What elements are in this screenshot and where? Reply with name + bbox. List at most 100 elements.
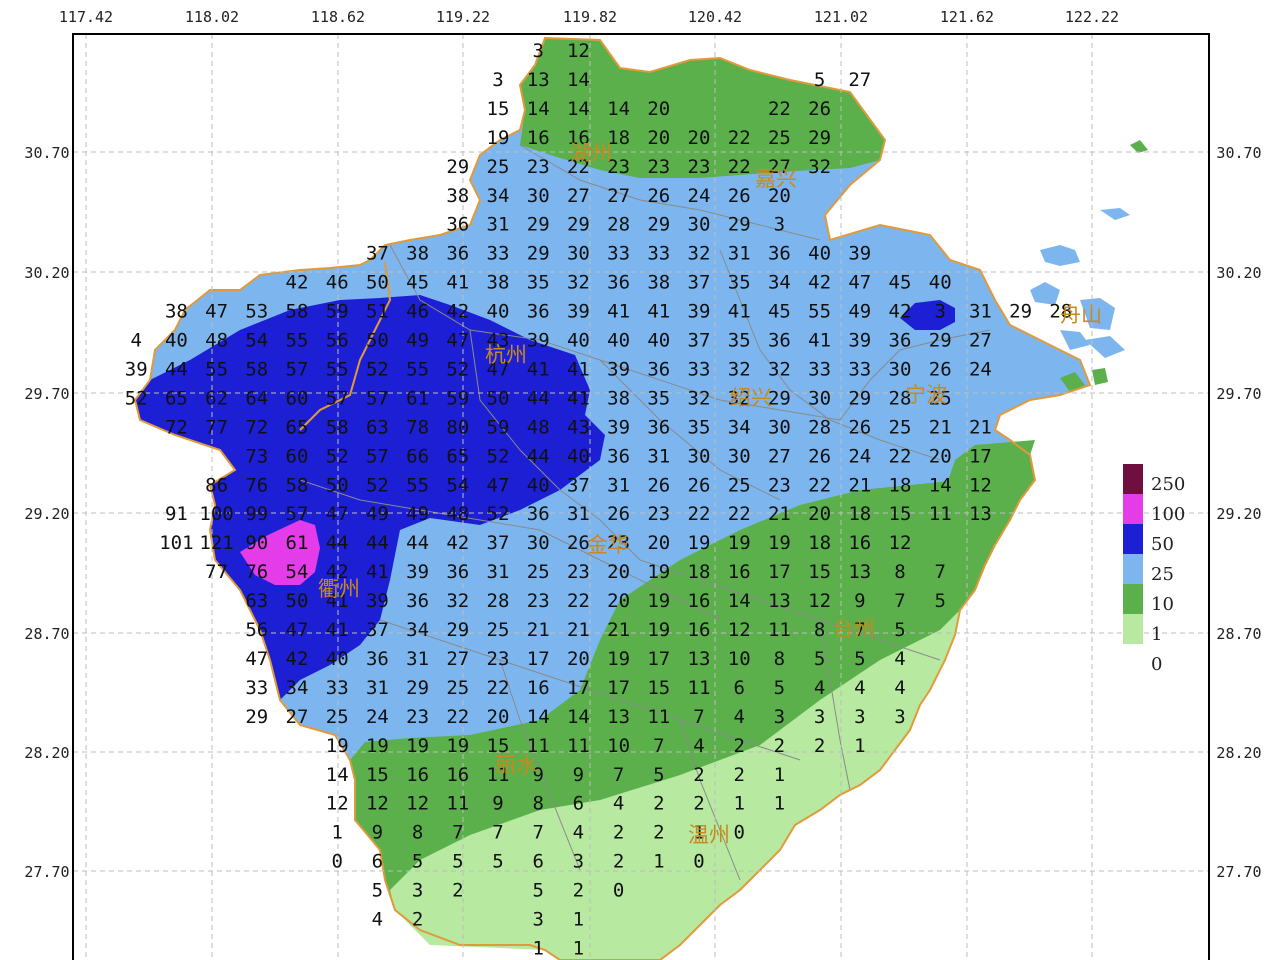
precip-value: 121 — [199, 532, 233, 554]
precip-value: 39 — [567, 301, 590, 323]
precip-value: 35 — [688, 416, 711, 438]
precip-value: 2 — [733, 764, 744, 786]
precip-value: 22 — [567, 156, 590, 178]
precip-value: 47 — [848, 272, 871, 294]
precip-value: 19 — [647, 619, 670, 641]
precip-value: 76 — [245, 561, 268, 583]
precip-value: 1 — [693, 822, 704, 844]
precip-value: 33 — [245, 677, 268, 699]
precip-value: 6 — [573, 793, 584, 815]
precip-value: 4 — [693, 735, 704, 757]
precip-value: 49 — [366, 503, 389, 525]
precip-value: 4 — [372, 909, 383, 931]
precip-value: 7 — [452, 822, 463, 844]
precip-value: 23 — [527, 590, 550, 612]
precip-value: 73 — [245, 445, 268, 467]
precip-value: 17 — [567, 677, 590, 699]
city-lishui: 丽水 — [495, 753, 537, 777]
lon-tick-label: 118.62 — [311, 8, 365, 26]
precip-value: 14 — [567, 706, 590, 728]
precip-value: 26 — [647, 185, 670, 207]
precip-value: 6 — [532, 851, 543, 873]
precip-value: 21 — [929, 416, 952, 438]
precip-value: 32 — [768, 358, 791, 380]
legend-swatch — [1123, 584, 1143, 614]
city-huzhou: 湖州 — [570, 141, 612, 165]
precip-value: 33 — [647, 243, 670, 265]
precip-value: 20 — [808, 503, 831, 525]
lat-tick-label-right: 30.20 — [1216, 264, 1261, 282]
precip-value: 57 — [326, 387, 349, 409]
lat-tick-label-left: 30.70 — [24, 144, 69, 162]
precip-value: 39 — [527, 330, 550, 352]
precip-value: 28 — [487, 590, 510, 612]
city-wenzhou: 温州 — [688, 823, 730, 847]
city-jinhua: 金华 — [587, 533, 629, 557]
precip-value: 63 — [245, 590, 268, 612]
precip-value: 0 — [693, 851, 704, 873]
lat-tick-label-left: 30.20 — [24, 264, 69, 282]
precip-value: 5 — [532, 880, 543, 902]
precip-value: 38 — [406, 243, 429, 265]
precip-value: 55 — [326, 358, 349, 380]
precip-value: 44 — [406, 532, 429, 554]
county-boundaries — [299, 144, 991, 881]
precip-value: 31 — [728, 243, 751, 265]
precip-value: 22 — [487, 677, 510, 699]
precip-value: 19 — [326, 735, 349, 757]
precip-value: 8 — [774, 648, 785, 670]
lat-tick-label-left: 29.20 — [24, 505, 69, 523]
precip-value: 29 — [848, 387, 871, 409]
precip-value: 4 — [613, 793, 624, 815]
precip-value: 32 — [728, 358, 751, 380]
precip-value: 25 — [326, 706, 349, 728]
precip-value: 5 — [492, 851, 503, 873]
precip-value: 47 — [446, 330, 469, 352]
precip-value: 30 — [688, 214, 711, 236]
precip-value: 100 — [199, 503, 233, 525]
precip-value: 26 — [567, 532, 590, 554]
precip-value: 3 — [412, 880, 423, 902]
precip-value: 44 — [165, 358, 188, 380]
precip-value: 21 — [527, 619, 550, 641]
precip-value: 18 — [688, 561, 711, 583]
legend-swatch — [1123, 554, 1143, 584]
precip-value: 3 — [774, 706, 785, 728]
precip-value: 3 — [532, 909, 543, 931]
precip-value: 23 — [607, 532, 630, 554]
city-hangzhou: 杭州 — [485, 343, 527, 367]
precip-value: 36 — [607, 272, 630, 294]
precip-value: 6 — [733, 677, 744, 699]
legend-swatch — [1123, 464, 1143, 494]
precip-value: 9 — [492, 793, 503, 815]
precip-value: 25 — [768, 127, 791, 149]
precip-value: 28 — [889, 387, 912, 409]
precip-value: 7 — [693, 706, 704, 728]
precip-value: 19 — [647, 590, 670, 612]
precip-value: 3 — [492, 69, 503, 91]
precip-value: 59 — [446, 387, 469, 409]
precip-value: 24 — [969, 358, 992, 380]
precip-value: 31 — [366, 677, 389, 699]
precip-value: 17 — [607, 677, 630, 699]
lat-tick-label-right: 30.70 — [1216, 144, 1261, 162]
precip-value: 3 — [532, 40, 543, 62]
precip-value: 1 — [854, 735, 865, 757]
precip-value: 59 — [326, 301, 349, 323]
precip-value: 39 — [848, 243, 871, 265]
precip-value: 40 — [326, 648, 349, 670]
precip-value: 25 — [889, 416, 912, 438]
precip-value: 48 — [446, 503, 469, 525]
precip-value: 25 — [487, 619, 510, 641]
precip-value: 9 — [854, 590, 865, 612]
precip-value: 11 — [446, 793, 469, 815]
precip-value: 21 — [969, 416, 992, 438]
lon-tick-label: 120.42 — [688, 8, 742, 26]
precip-value: 12 — [406, 793, 429, 815]
precip-value: 26 — [607, 503, 630, 525]
precip-value: 36 — [889, 330, 912, 352]
precip-value: 16 — [446, 764, 469, 786]
precip-value: 90 — [245, 532, 268, 554]
lat-tick-label-right: 29.20 — [1216, 505, 1261, 523]
